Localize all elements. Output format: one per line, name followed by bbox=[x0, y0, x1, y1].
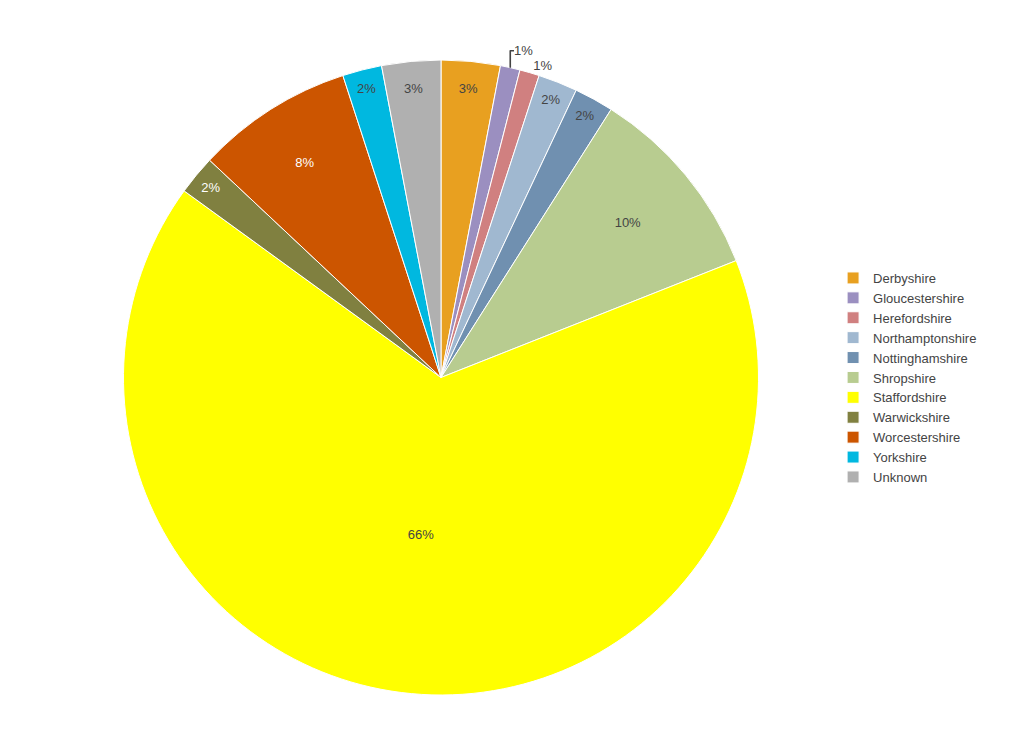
svg-text:Derbyshire: Derbyshire bbox=[873, 271, 936, 286]
svg-text:Gloucestershire: Gloucestershire bbox=[873, 291, 964, 306]
svg-text:Staffordshire: Staffordshire bbox=[873, 390, 946, 405]
svg-text:3%: 3% bbox=[404, 81, 423, 96]
svg-text:Worcestershire: Worcestershire bbox=[873, 430, 960, 445]
svg-text:3%: 3% bbox=[459, 81, 478, 96]
svg-text:2%: 2% bbox=[201, 180, 220, 195]
svg-text:Yorkshire: Yorkshire bbox=[873, 450, 927, 465]
svg-text:Unknown: Unknown bbox=[873, 470, 927, 485]
svg-text:Herefordshire: Herefordshire bbox=[873, 311, 952, 326]
svg-text:2%: 2% bbox=[575, 108, 594, 123]
svg-text:66%: 66% bbox=[408, 527, 434, 542]
svg-text:2%: 2% bbox=[357, 81, 376, 96]
svg-text:Nottinghamshire: Nottinghamshire bbox=[873, 351, 968, 366]
svg-text:Shropshire: Shropshire bbox=[873, 371, 936, 386]
svg-text:2%: 2% bbox=[541, 92, 560, 107]
svg-text:1%: 1% bbox=[514, 43, 533, 58]
svg-text:1%: 1% bbox=[533, 58, 552, 73]
svg-text:Warwickshire: Warwickshire bbox=[873, 410, 950, 425]
svg-text:10%: 10% bbox=[615, 215, 641, 230]
svg-text:8%: 8% bbox=[295, 155, 314, 170]
svg-text:Northamptonshire: Northamptonshire bbox=[873, 331, 976, 346]
